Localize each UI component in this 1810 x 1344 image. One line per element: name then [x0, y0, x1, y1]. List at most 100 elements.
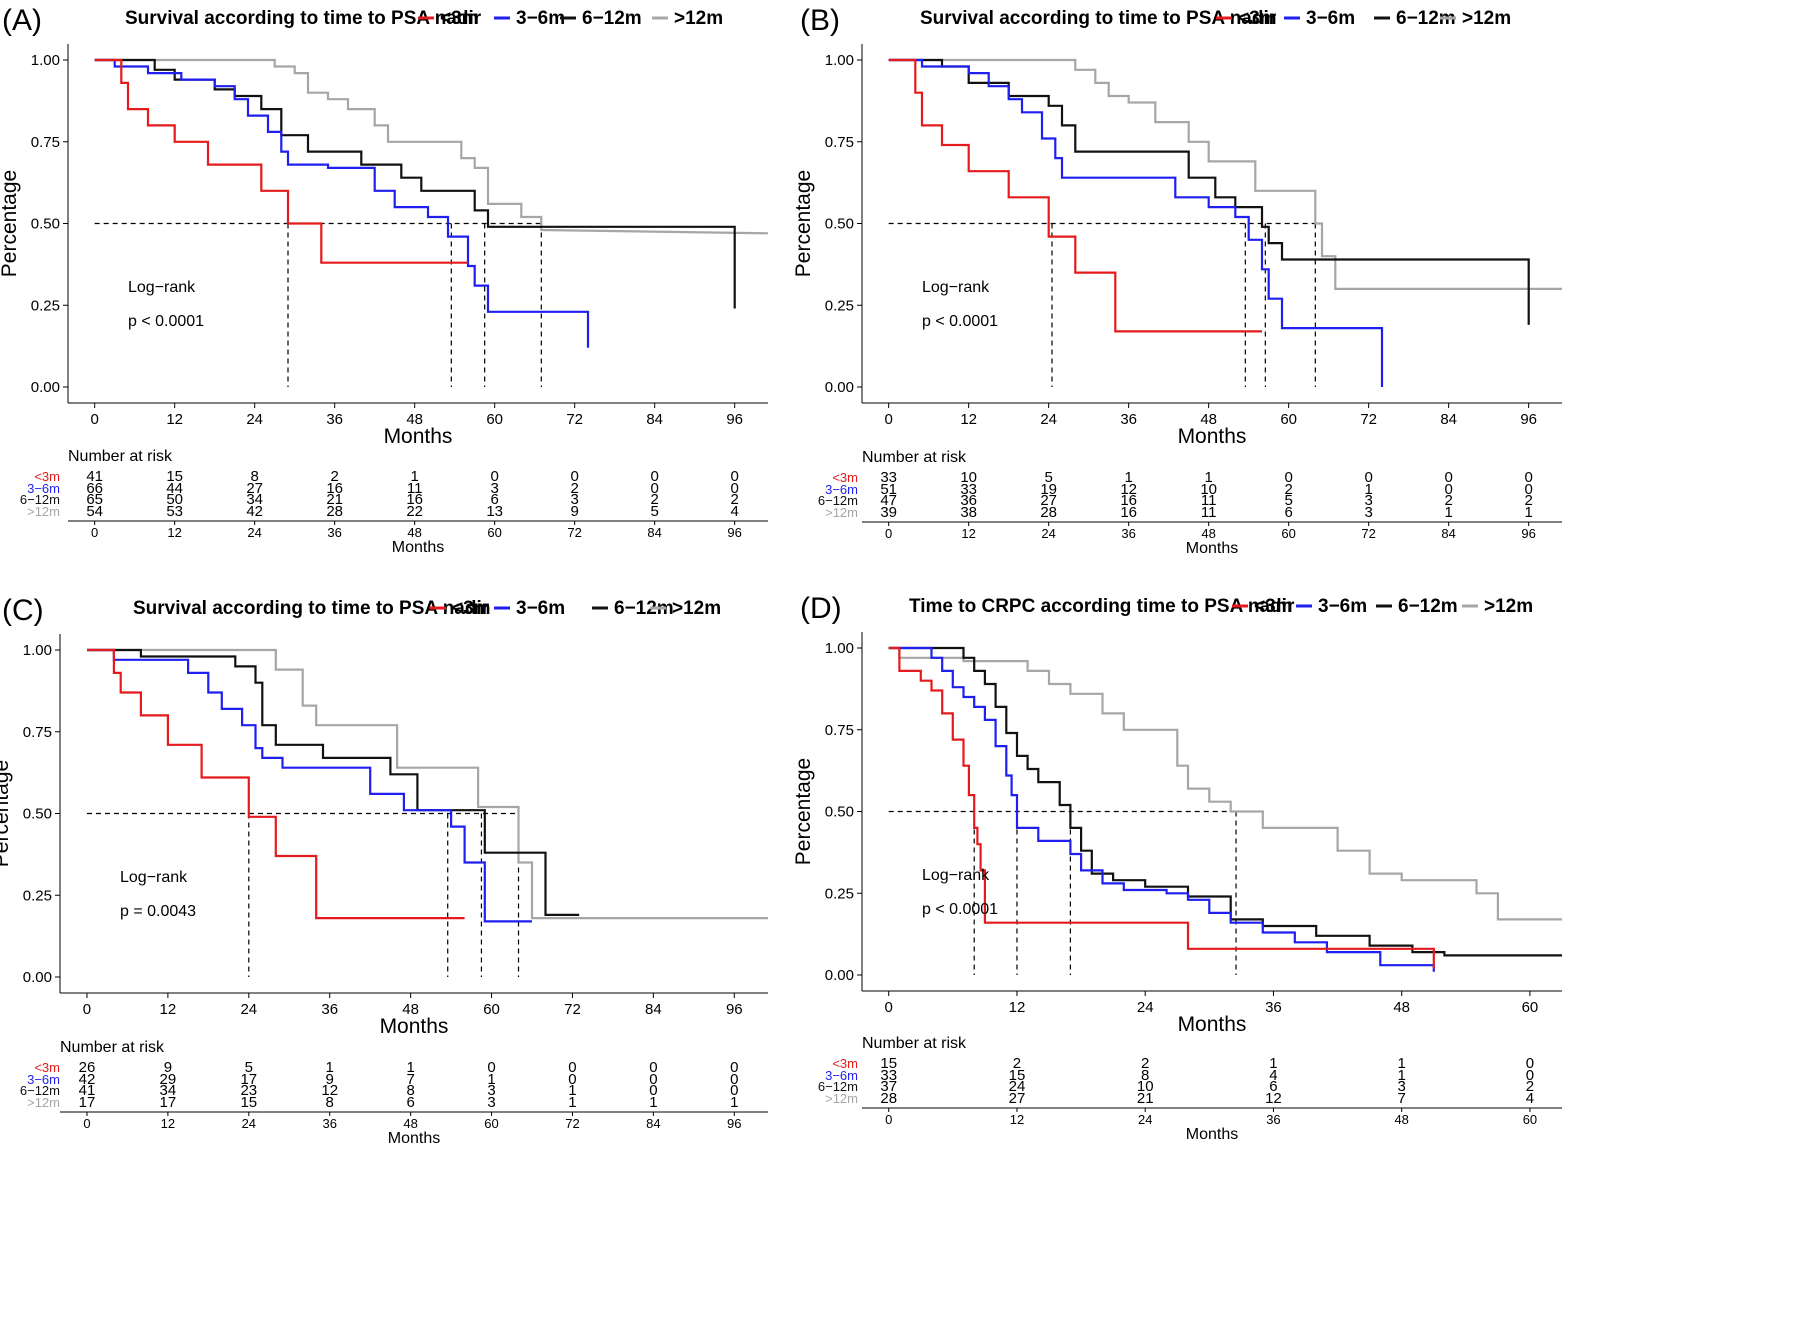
- risk-count: 36: [960, 492, 977, 509]
- risk-count: 8: [1141, 1067, 1149, 1084]
- survival-curve-6-12m: [94, 58, 736, 309]
- risk-count: 2: [650, 491, 658, 508]
- risk-count: 0: [730, 1059, 738, 1076]
- x-tick-label: 60: [483, 1001, 500, 1018]
- risk-tick-label: 84: [647, 525, 661, 540]
- p-value: p < 0.0001: [128, 313, 204, 330]
- risk-count: 1: [410, 468, 418, 485]
- risk-row-label: 3−6m: [825, 1068, 858, 1083]
- survival-curve-6-12m: [888, 646, 1562, 957]
- risk-count: 17: [79, 1094, 96, 1111]
- risk-count: 3: [487, 1094, 495, 1111]
- risk-count: 16: [1120, 492, 1137, 509]
- risk-count: 27: [1040, 492, 1057, 509]
- risk-tick-label: 72: [567, 525, 581, 540]
- x-tick-label: 84: [1440, 411, 1457, 428]
- risk-row-label: 6−12m: [20, 492, 60, 507]
- risk-x-label: Months: [392, 539, 444, 556]
- risk-row-label: <3m: [832, 1056, 858, 1071]
- risk-count: 2: [1284, 481, 1292, 498]
- x-tick-label: 96: [1520, 411, 1537, 428]
- risk-count: 38: [960, 504, 977, 521]
- risk-count: 39: [880, 504, 897, 521]
- risk-tick-label: 12: [1010, 1112, 1024, 1127]
- risk-count: 3: [1364, 504, 1372, 521]
- risk-tick-label: 36: [322, 1116, 336, 1131]
- y-axis-label: Percentage: [792, 170, 815, 277]
- x-tick-label: 96: [726, 411, 743, 428]
- risk-count: 0: [730, 1071, 738, 1088]
- risk-count: 0: [490, 468, 498, 485]
- risk-x-label: Months: [1186, 540, 1238, 557]
- x-tick-label: 24: [1137, 999, 1154, 1016]
- risk-count: 44: [166, 480, 183, 497]
- risk-tick-label: 36: [327, 525, 341, 540]
- risk-count: 3: [487, 1082, 495, 1099]
- y-tick-label: 1.00: [825, 52, 854, 69]
- y-tick-label: 0.25: [825, 297, 854, 314]
- legend-label: >12m: [674, 8, 723, 29]
- risk-count: 24: [1009, 1078, 1026, 1095]
- risk-count: 4: [1269, 1067, 1277, 1084]
- survival-curve-3-6m: [94, 58, 590, 348]
- p-value: p < 0.0001: [922, 901, 998, 918]
- x-tick-label: 0: [885, 999, 893, 1016]
- survival-curve-3-6m: [888, 646, 1435, 972]
- x-tick-label: 12: [960, 411, 977, 428]
- y-tick-label: 0.25: [31, 297, 60, 314]
- x-tick-label: 36: [1265, 999, 1282, 1016]
- survival-curve-6-12m: [888, 58, 1530, 325]
- risk-count: 2: [730, 491, 738, 508]
- risk-count: 0: [1284, 469, 1292, 486]
- risk-count: 5: [1284, 492, 1292, 509]
- risk-count: 10: [1137, 1078, 1154, 1095]
- log-rank-label: Log−rank: [120, 869, 188, 886]
- risk-row-label: 6−12m: [818, 1079, 858, 1094]
- risk-count: 0: [487, 1059, 495, 1076]
- log-rank-label: Log−rank: [922, 279, 990, 296]
- risk-row-label: <3m: [34, 1060, 60, 1075]
- risk-count: 1: [1269, 1055, 1277, 1072]
- risk-count: 41: [86, 468, 103, 485]
- survival-curve-lt3m: [888, 646, 1435, 969]
- risk-count: 11: [1201, 504, 1217, 521]
- y-tick-label: 1.00: [31, 52, 60, 69]
- risk-count: 15: [880, 1055, 897, 1072]
- risk-count: 37: [880, 1078, 897, 1095]
- survival-curve-3-6m: [888, 58, 1384, 387]
- risk-count: 0: [1524, 481, 1532, 498]
- risk-tick-label: 24: [1138, 1112, 1152, 1127]
- risk-tick-label: 84: [1441, 526, 1455, 541]
- risk-count: 2: [1141, 1055, 1149, 1072]
- risk-x-label: Months: [388, 1130, 440, 1147]
- risk-count: 1: [1124, 469, 1132, 486]
- risk-count: 22: [406, 503, 423, 520]
- risk-count: 1: [568, 1082, 576, 1099]
- risk-row-label: >12m: [825, 1091, 858, 1106]
- risk-count: 33: [880, 469, 897, 486]
- y-axis-label: Percentage: [0, 170, 21, 277]
- risk-count: 28: [1040, 504, 1057, 521]
- risk-tick-label: 24: [247, 525, 261, 540]
- risk-count: 0: [649, 1059, 657, 1076]
- risk-count: 1: [326, 1059, 334, 1076]
- x-tick-label: 60: [1522, 999, 1539, 1016]
- risk-tick-label: 72: [565, 1116, 579, 1131]
- y-tick-label: 1.00: [825, 640, 854, 657]
- risk-count: 28: [880, 1090, 897, 1107]
- risk-count: 53: [166, 503, 183, 520]
- x-tick-label: 60: [486, 411, 503, 428]
- risk-count: 16: [1120, 504, 1137, 521]
- panel-label: (B): [800, 4, 840, 37]
- risk-tick-label: 0: [885, 526, 892, 541]
- risk-x-label: Months: [1186, 1126, 1238, 1143]
- risk-tick-label: 12: [167, 525, 181, 540]
- x-tick-label: 84: [645, 1001, 662, 1018]
- y-tick-label: 0.00: [825, 379, 854, 396]
- risk-count: 11: [407, 480, 423, 497]
- risk-count: 2: [570, 480, 578, 497]
- risk-count: 15: [240, 1094, 257, 1111]
- x-tick-label: 48: [402, 1001, 419, 1018]
- risk-count: 8: [326, 1094, 334, 1111]
